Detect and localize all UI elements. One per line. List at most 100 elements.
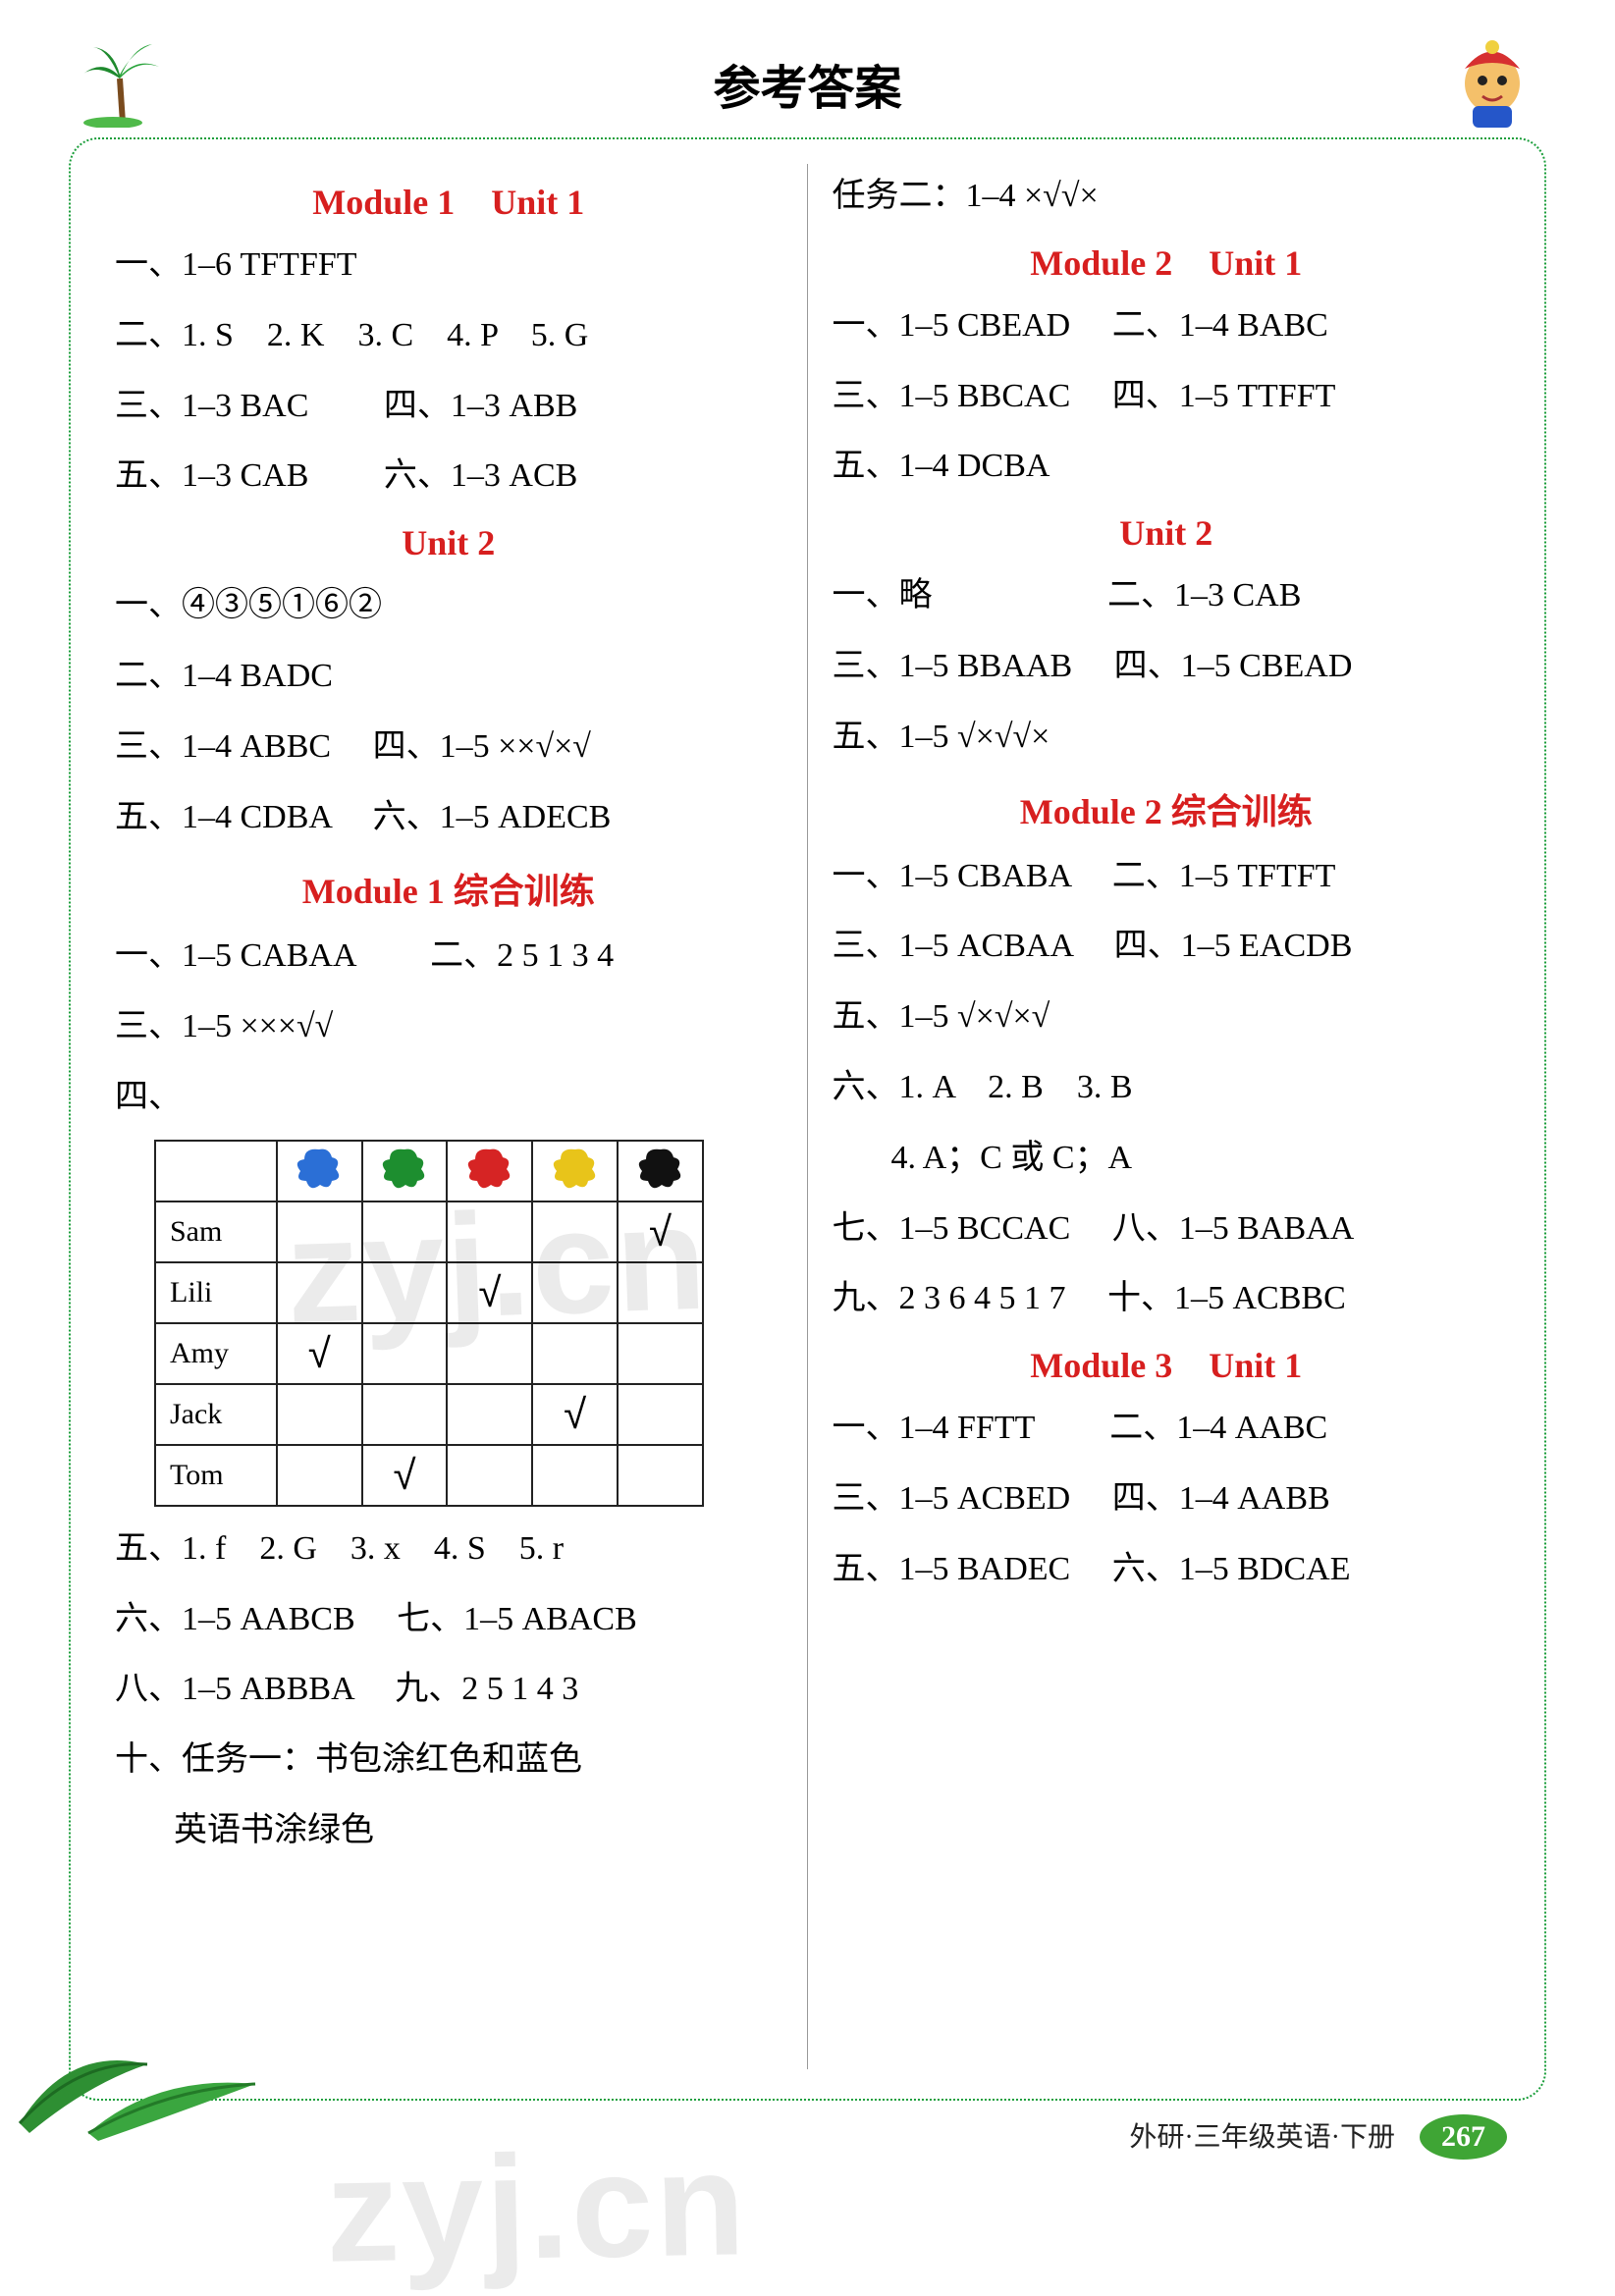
page-number: 267 [1420, 2114, 1507, 2160]
heading-m2u2: Unit 2 [833, 512, 1501, 554]
table-cell [362, 1201, 448, 1262]
answer-part: 四、1–3 ABB [384, 388, 577, 424]
answer-part: 六、1–5 BDCAE [1112, 1551, 1351, 1587]
heading-module: Module 1 [312, 183, 455, 222]
table-row-name: Lili [155, 1262, 277, 1323]
answer-line: 二、1–4 BADC [115, 648, 782, 705]
answer-part: 二、2 5 1 3 4 [430, 937, 614, 974]
page-footer: 外研·三年级英语·下册 267 [69, 2114, 1546, 2160]
color-check-table: Sam√Lili√Amy√Jack√Tom√ [154, 1140, 704, 1507]
heading-m2u1: Module 2 Unit 1 [833, 242, 1501, 284]
content-box: zyj.cn zyj.cn Module 1 Unit 1 一、1–6 TFTF… [69, 137, 1546, 2101]
table-cell [362, 1384, 448, 1445]
table-row-name: Tom [155, 1445, 277, 1506]
check-mark-icon: √ [394, 1452, 416, 1498]
answer-part: 七、1–5 BCCAC [833, 1210, 1071, 1247]
answer-part: 三、1–5 ACBAA [833, 928, 1073, 964]
table-cell [362, 1323, 448, 1384]
table-header-color [532, 1141, 618, 1201]
answer-part: 六、1–5 ADECB [373, 799, 612, 835]
answer-line: 五、1–5 √×√√× [833, 709, 1501, 766]
answer-part: 一、1–5 CABAA [115, 937, 355, 974]
answer-line: 4. A；C 或 C；A [833, 1130, 1501, 1187]
answer-line: 一、1–5 CBEAD 二、1–4 BABC [833, 297, 1501, 354]
table-row: Amy √ [155, 1323, 703, 1384]
check-mark-icon: √ [308, 1330, 331, 1376]
answer-part: 三、1–4 ABBC [115, 728, 331, 765]
answer-part: 一、略 [833, 577, 933, 614]
answer-part: 九、2 3 6 4 5 1 7 [833, 1280, 1066, 1316]
answer-line: 三、1–3 BAC 四、1–3 ABB [115, 378, 782, 435]
answer-part: 四、1–5 EACDB [1114, 928, 1353, 964]
answer-part: 四、1–5 TTFFT [1112, 378, 1336, 414]
answer-line: 十、任务一：书包涂红色和蓝色 [115, 1732, 782, 1789]
table-header-color [618, 1141, 703, 1201]
table-header-color [277, 1141, 362, 1201]
answer-line: 一、④③⑤①⑥② [115, 577, 782, 634]
footer-text: 外研·三年级英语·下册 [1129, 2122, 1395, 2153]
table-cell [277, 1262, 362, 1323]
table-row-name: Amy [155, 1323, 277, 1384]
answer-part: 三、1–5 ACBED [833, 1480, 1071, 1517]
page-title: 参考答案 [69, 49, 1546, 118]
left-column: Module 1 Unit 1 一、1–6 TFTFFT 二、1. S 2. K… [105, 164, 808, 2069]
table-cell [532, 1323, 618, 1384]
answer-part: 四、1–5 CBEAD [1114, 648, 1353, 684]
check-mark-icon: √ [564, 1391, 586, 1437]
answer-part: 七、1–5 ABACB [397, 1601, 637, 1637]
answer-line: 五、1–4 DCBA [833, 438, 1501, 495]
heading-m1u2: Unit 2 [115, 522, 782, 563]
table-cell [618, 1262, 703, 1323]
answer-part: 五、1–4 CDBA [115, 799, 331, 835]
answer-line: 九、2 3 6 4 5 1 7 十、1–5 ACBBC [833, 1270, 1501, 1327]
heading-module: Module 2 [1030, 243, 1172, 283]
table-row: Sam √ [155, 1201, 703, 1262]
answer-line-table-prefix: 四、 [115, 1069, 782, 1126]
answer-part: 六、1–3 ACB [384, 457, 577, 494]
answer-part: 五、1–5 BADEC [833, 1551, 1071, 1587]
heading-m1review: Module 1 综合训练 [115, 863, 782, 914]
answer-line: 一、1–5 CABAA 二、2 5 1 3 4 [115, 928, 782, 985]
answer-part: 八、1–5 BABAA [1112, 1210, 1355, 1247]
answer-line: 三、1–5 ACBAA 四、1–5 EACDB [833, 918, 1501, 975]
table-cell: √ [618, 1201, 703, 1262]
answer-line: 一、1–5 CBABA 二、1–5 TFTFT [833, 848, 1501, 905]
answer-line: 三、1–5 ×××√√ [115, 998, 782, 1055]
table-row-name: Sam [155, 1201, 277, 1262]
answer-line: 三、1–4 ABBC 四、1–5 ××√×√ [115, 719, 782, 775]
heading-m3u1: Module 3 Unit 1 [833, 1345, 1501, 1386]
answer-line: 一、1–6 TFTFFT [115, 237, 782, 294]
answer-part: 九、2 5 1 4 3 [395, 1671, 578, 1707]
page: 参考答案 zyj.cn zyj.cn Module 1 Unit 1 一、1–6… [0, 0, 1615, 2199]
table-row: Jack√ [155, 1384, 703, 1445]
answer-line: 七、1–5 BCCAC 八、1–5 BABAA [833, 1201, 1501, 1257]
table-cell [532, 1445, 618, 1506]
answer-part: 二、1–5 TFTFT [1112, 858, 1336, 894]
table-row: Lili √ [155, 1262, 703, 1323]
table-cell [532, 1262, 618, 1323]
answer-line: 三、1–5 ACBED 四、1–4 AABB [833, 1470, 1501, 1527]
heading-unit: Unit 1 [1209, 1346, 1302, 1385]
answer-part: 十、1–5 ACBBC [1107, 1280, 1346, 1316]
table-cell [447, 1445, 532, 1506]
check-mark-icon: √ [478, 1269, 501, 1315]
heading-module: Module 3 [1030, 1346, 1172, 1385]
right-column: 任务二：1–4 ×√√× Module 2 Unit 1 一、1–5 CBEAD… [808, 164, 1511, 2069]
answer-part: 一、1–5 CBEAD [833, 307, 1071, 344]
answer-part: 二、1–4 BABC [1112, 307, 1328, 344]
answer-part: 三、1–5 BBAAB [833, 648, 1073, 684]
table-cell [277, 1445, 362, 1506]
answer-line: 五、1–3 CAB 六、1–3 ACB [115, 448, 782, 505]
answer-line: 五、1–5 BADEC 六、1–5 BDCAE [833, 1541, 1501, 1598]
answer-part: 一、1–4 FFTT [833, 1410, 1035, 1446]
heading-m2review: Module 2 综合训练 [833, 783, 1501, 834]
answer-part: 四、1–5 ××√×√ [373, 728, 591, 765]
table-cell: √ [447, 1262, 532, 1323]
table-cell: √ [532, 1384, 618, 1445]
answer-part: 八、1–5 ABBBA [115, 1671, 353, 1707]
table-cell [447, 1323, 532, 1384]
answer-line: 英语书涂绿色 [115, 1802, 782, 1859]
answer-line: 一、1–4 FFTT 二、1–4 AABC [833, 1400, 1501, 1457]
table-header-color [362, 1141, 448, 1201]
table-cell [277, 1201, 362, 1262]
